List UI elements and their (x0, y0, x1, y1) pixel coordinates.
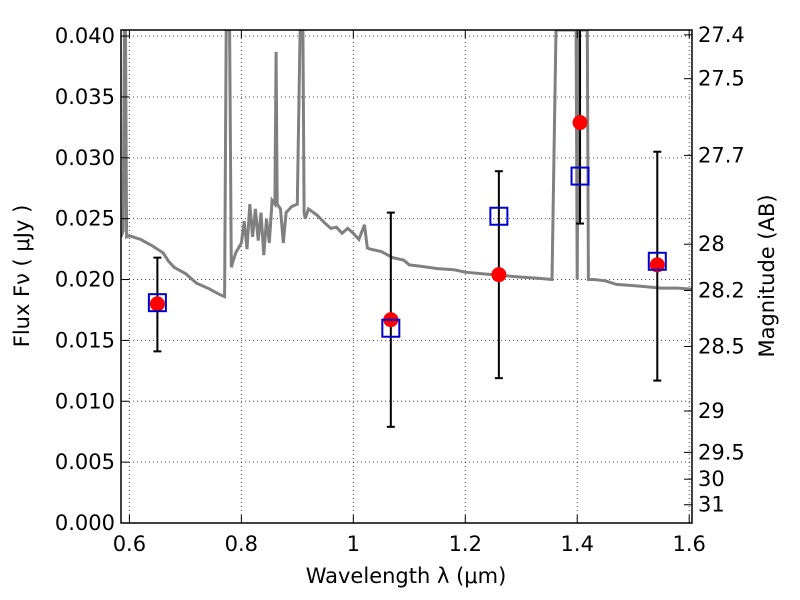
right-tick-label: 29.5 (698, 440, 745, 464)
x-tick-label: 0.8 (225, 532, 258, 556)
model-point (489, 206, 509, 226)
ticks (121, 30, 692, 524)
observed-point (491, 267, 507, 283)
y-tick-label: 0.030 (55, 146, 115, 170)
right-axis-label: Magnitude (AB) (755, 194, 779, 357)
right-tick-label: 28 (698, 232, 725, 256)
model-point (147, 293, 167, 313)
y-tick-label: 0.040 (55, 24, 115, 48)
right-tick-label: 30 (698, 467, 725, 491)
x-axis-label: Wavelength λ (μm) (306, 564, 507, 588)
x-tick-label: 1 (347, 532, 360, 556)
y-tick-label: 0.035 (55, 85, 115, 109)
right-tick-label: 27.5 (698, 67, 745, 91)
model-point (381, 318, 401, 338)
sed-line (121, 30, 692, 299)
x-tick-label: 1.6 (672, 532, 705, 556)
observed-point (149, 296, 165, 312)
y-tick-label: 0.010 (55, 389, 115, 413)
y-tick-label: 0.025 (55, 207, 115, 231)
right-tick-label: 27.4 (698, 23, 745, 47)
grid (121, 30, 692, 524)
y-axis-label: Flux Fν ( μJy ) (10, 205, 34, 348)
right-tick-label: 28.2 (698, 278, 745, 302)
y-tick-label: 0.005 (55, 450, 115, 474)
right-tick-label: 29 (698, 399, 725, 423)
right-tick-label: 27.7 (698, 143, 745, 167)
x-tick-label: 1.2 (449, 532, 482, 556)
right-tick-label: 31 (698, 493, 725, 517)
model-point (647, 251, 667, 271)
y-tick-label: 0.020 (55, 268, 115, 292)
model-point (570, 166, 590, 186)
x-tick-label: 1.4 (561, 532, 594, 556)
y-tick-label: 0.015 (55, 328, 115, 352)
observed-point (572, 115, 588, 131)
observed-points (149, 115, 665, 328)
tick-labels: 0.6 0.8 1 1.2 1.4 1.6 0.000 0.005 0.010 0.015 0.02… (55, 23, 745, 556)
observed-point (649, 257, 665, 273)
plot-area (121, 30, 692, 428)
x-tick-label: 0.6 (113, 532, 146, 556)
plot-frame (120, 29, 693, 524)
right-tick-label: 28.5 (698, 334, 745, 358)
model-points (147, 166, 667, 338)
y-tick-label: 0.000 (55, 511, 115, 535)
